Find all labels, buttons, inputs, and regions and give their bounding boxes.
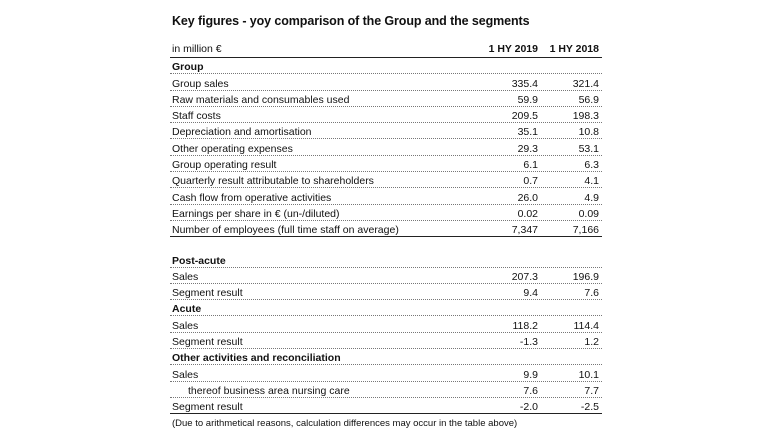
col-header-2019: 1 HY 2019 (488, 43, 538, 55)
section-spacer (170, 237, 602, 251)
table-title: Key figures - yoy comparison of the Grou… (172, 14, 530, 28)
table-row: Other operating expenses 29.3 53.1 (170, 139, 602, 156)
section-heading-acute: Acute (170, 300, 602, 317)
col-header-2018: 1 HY 2018 (549, 43, 599, 55)
table-row: Sales 207.3 196.9 (170, 268, 602, 284)
table-row: Segment result -1.3 1.2 (170, 333, 602, 350)
table-row: Segment result 9.4 7.6 (170, 284, 602, 301)
table-row: Cash flow from operative activities 26.0… (170, 188, 602, 205)
section-heading-other: Other activities and reconciliation (170, 349, 602, 366)
table-row: Number of employees (full time staff on … (170, 221, 602, 238)
table-row: Raw materials and consumables used 59.9 … (170, 91, 602, 107)
table-row: Staff costs 209.5 198.3 (170, 107, 602, 124)
table-row: Sales 118.2 114.4 (170, 316, 602, 333)
key-figures-table: Key figures - yoy comparison of the Grou… (170, 14, 602, 429)
section-heading-group: Group (170, 58, 602, 75)
footnote: (Due to arithmetical reasons, calculatio… (172, 418, 518, 429)
table-row: Sales 9.9 10.1 (170, 365, 602, 382)
unit-label: in million € (172, 43, 222, 55)
table-row: Earnings per share in € (un-/diluted) 0.… (170, 205, 602, 221)
table-row: Depreciation and amortisation 35.1 10.8 (170, 123, 602, 140)
table-row: Segment result -2.0 -2.5 (170, 398, 602, 415)
table-row: Group operating result 6.1 6.3 (170, 156, 602, 173)
table-header: in million € 1 HY 2019 1 HY 2018 (170, 38, 602, 58)
section-heading-post-acute: Post-acute (170, 251, 602, 268)
table-row: thereof business area nursing care 7.6 7… (170, 382, 602, 398)
table-row: Quarterly result attributable to shareho… (170, 172, 602, 189)
table-row: Group sales 335.4 321.4 (170, 74, 602, 91)
